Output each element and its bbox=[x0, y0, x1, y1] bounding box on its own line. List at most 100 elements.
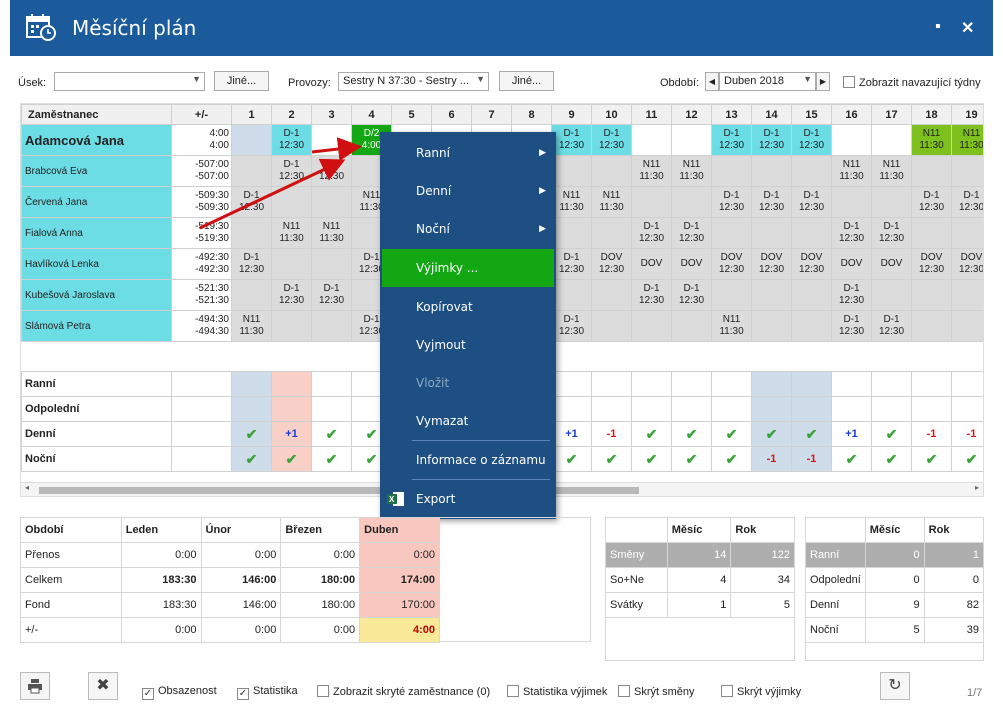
shift-cell[interactable]: D-1 12:30 bbox=[671, 217, 712, 249]
shift-cell[interactable]: D-1 12:30 bbox=[551, 310, 592, 342]
obdobi-select[interactable]: Duben 2018 ▼ bbox=[719, 72, 816, 91]
close-button[interactable]: ✕ bbox=[961, 20, 975, 37]
menu-item-ranni[interactable]: Ranní ▶ bbox=[382, 134, 554, 172]
shift-cell[interactable]: DOV 12:30 bbox=[791, 248, 832, 280]
shift-cell[interactable]: DOV 12:30 bbox=[951, 248, 983, 280]
shift-cell[interactable]: N11 11:30 bbox=[671, 155, 712, 187]
shift-cell[interactable]: DOV 12:30 bbox=[751, 248, 792, 280]
day-header[interactable]: 12 bbox=[671, 104, 712, 125]
minimize-button[interactable]: ▪ bbox=[935, 18, 941, 35]
shift-cell[interactable]: N11 11:30 bbox=[631, 155, 672, 187]
shift-cell[interactable] bbox=[711, 279, 752, 311]
refresh-button[interactable]: ↻ bbox=[880, 672, 910, 700]
shift-cell[interactable]: DOV 12:30 bbox=[911, 248, 952, 280]
shift-cell[interactable] bbox=[871, 124, 912, 156]
shift-cell[interactable]: D-1 12:30 bbox=[271, 124, 312, 156]
day-header[interactable]: 5 bbox=[391, 104, 432, 125]
next-month-button[interactable]: ▶ bbox=[816, 72, 830, 91]
shift-cell[interactable]: D-1 12:30 bbox=[871, 310, 912, 342]
shift-cell[interactable] bbox=[311, 310, 352, 342]
employee-name[interactable]: Slámová Petra bbox=[21, 310, 172, 342]
obsazenost-checkbox[interactable]: ✓ Obsazenost bbox=[142, 685, 217, 700]
shift-cell[interactable] bbox=[951, 310, 983, 342]
day-header[interactable]: 8 bbox=[511, 104, 552, 125]
shift-cell[interactable]: D-1 12:30 bbox=[311, 155, 352, 187]
shift-cell[interactable] bbox=[871, 186, 912, 218]
shift-cell[interactable]: DOV bbox=[871, 248, 912, 280]
shift-cell[interactable]: D-1 12:30 bbox=[631, 217, 672, 249]
day-header[interactable]: 9 bbox=[551, 104, 592, 125]
day-header[interactable]: 7 bbox=[471, 104, 512, 125]
shift-cell[interactable]: D-1 12:30 bbox=[751, 186, 792, 218]
shift-cell[interactable]: N11 11:30 bbox=[831, 155, 872, 187]
column-header-employee[interactable]: Zaměstnanec bbox=[21, 104, 172, 125]
shift-cell[interactable]: D-1 12:30 bbox=[271, 155, 312, 187]
shift-cell[interactable]: D-1 12:30 bbox=[631, 279, 672, 311]
shift-cell[interactable] bbox=[831, 124, 872, 156]
shift-cell[interactable]: DOV 12:30 bbox=[591, 248, 632, 280]
day-header[interactable]: 15 bbox=[791, 104, 832, 125]
shift-cell[interactable] bbox=[271, 310, 312, 342]
employee-name[interactable]: Havlíková Lenka bbox=[21, 248, 172, 280]
shift-cell[interactable]: D-1 12:30 bbox=[911, 186, 952, 218]
shift-cell[interactable] bbox=[631, 310, 672, 342]
shift-cell[interactable] bbox=[791, 155, 832, 187]
day-header[interactable]: 1 bbox=[231, 104, 272, 125]
jine-usek-button[interactable]: Jiné... bbox=[214, 71, 269, 91]
shift-cell[interactable]: D-1 12:30 bbox=[551, 248, 592, 280]
shift-cell[interactable] bbox=[951, 217, 983, 249]
skryt-smeny-checkbox[interactable]: Skrýt směny bbox=[618, 685, 695, 698]
day-header[interactable]: 4 bbox=[351, 104, 392, 125]
shift-cell[interactable] bbox=[591, 217, 632, 249]
shift-cell[interactable]: DOV bbox=[631, 248, 672, 280]
shift-cell[interactable]: D-1 12:30 bbox=[271, 279, 312, 311]
skryt-vyjimky-checkbox[interactable]: Skrýt výjimky bbox=[721, 685, 801, 698]
shift-cell[interactable] bbox=[911, 217, 952, 249]
employee-name[interactable]: Brabcová Eva bbox=[21, 155, 172, 187]
shift-cell[interactable] bbox=[551, 155, 592, 187]
shift-cell[interactable] bbox=[711, 217, 752, 249]
shift-cell[interactable] bbox=[911, 310, 952, 342]
scroll-left-icon[interactable]: ◂ bbox=[25, 483, 30, 492]
day-header[interactable]: 3 bbox=[311, 104, 352, 125]
shift-cell[interactable] bbox=[951, 279, 983, 311]
shift-cell[interactable]: N11 11:30 bbox=[311, 217, 352, 249]
shift-cell[interactable]: D-1 12:30 bbox=[711, 186, 752, 218]
shift-cell[interactable]: N11 11:30 bbox=[911, 124, 952, 156]
employee-name[interactable]: Adamcová Jana bbox=[21, 124, 172, 156]
shift-cell[interactable] bbox=[231, 217, 272, 249]
shift-cell[interactable] bbox=[631, 124, 672, 156]
statistika-checkbox[interactable]: ✓ Statistika bbox=[237, 685, 298, 700]
shift-cell[interactable] bbox=[551, 217, 592, 249]
shift-cell[interactable]: D-1 12:30 bbox=[831, 310, 872, 342]
shift-cell[interactable] bbox=[231, 279, 272, 311]
shift-cell[interactable] bbox=[711, 155, 752, 187]
shift-cell[interactable]: N11 11:30 bbox=[711, 310, 752, 342]
shift-cell[interactable]: DOV bbox=[671, 248, 712, 280]
scroll-thumb[interactable] bbox=[39, 487, 639, 494]
menu-item-vyjmout[interactable]: Vyjmout bbox=[416, 338, 466, 352]
shift-cell[interactable] bbox=[751, 155, 792, 187]
shift-cell[interactable] bbox=[671, 186, 712, 218]
stat-vyjimek-checkbox[interactable]: Statistika výjimek bbox=[507, 685, 607, 698]
menu-item-nocni[interactable]: Noční ▶ bbox=[382, 210, 554, 248]
day-header[interactable]: 6 bbox=[431, 104, 472, 125]
shift-cell[interactable]: D-1 12:30 bbox=[231, 186, 272, 218]
menu-item-export[interactable]: X Export bbox=[387, 492, 456, 506]
day-header[interactable]: 18 bbox=[911, 104, 952, 125]
employee-name[interactable]: Červená Jana bbox=[21, 186, 172, 218]
day-header[interactable]: 17 bbox=[871, 104, 912, 125]
shift-cell[interactable]: DOV 12:30 bbox=[711, 248, 752, 280]
skryte-checkbox[interactable]: Zobrazit skryté zaměstnance (0) bbox=[317, 685, 490, 698]
menu-item-vyjimky[interactable]: Výjimky ... bbox=[382, 249, 554, 287]
shift-cell[interactable] bbox=[311, 186, 352, 218]
shift-cell[interactable]: D-1 12:30 bbox=[551, 124, 592, 156]
shift-cell[interactable]: D-1 12:30 bbox=[791, 186, 832, 218]
shift-cell[interactable] bbox=[591, 310, 632, 342]
provozy-select[interactable]: Sestry N 37:30 - Sestry ... ▼ bbox=[338, 72, 489, 91]
prev-month-button[interactable]: ◀ bbox=[705, 72, 719, 91]
shift-cell[interactable] bbox=[231, 124, 272, 156]
employee-name[interactable]: Fialová Anna bbox=[21, 217, 172, 249]
shift-cell[interactable] bbox=[671, 124, 712, 156]
shift-cell[interactable] bbox=[791, 217, 832, 249]
